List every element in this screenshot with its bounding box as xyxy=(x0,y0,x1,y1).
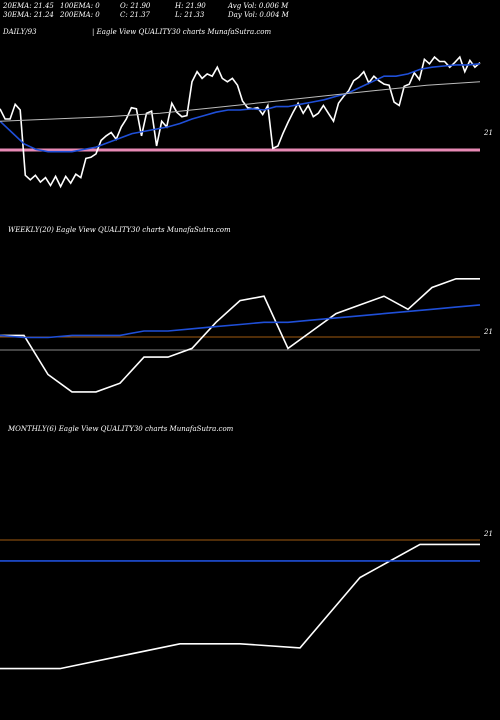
ema100-label: 100EMA: 0 xyxy=(60,2,100,10)
ema20-label: 20EMA: 21.45 xyxy=(3,2,54,10)
daily-level-label: 21 xyxy=(483,129,493,137)
weekly-price-line xyxy=(0,277,480,393)
daily-ema-gray-line xyxy=(0,81,481,122)
avgvol-label: Avg Vol: 0.006 M xyxy=(228,2,289,10)
weekly-ema-line xyxy=(0,304,481,339)
daily-price-line xyxy=(0,55,481,189)
low-label: L: 21.33 xyxy=(175,11,205,19)
daily-label: DAILY/93 xyxy=(3,28,37,36)
dayvol-label: Day Vol: 0.004 M xyxy=(228,11,289,19)
ema30-label: 30EMA: 21.24 xyxy=(3,11,54,19)
high-label: H: 21.90 xyxy=(175,2,206,10)
daily-chart: 21 xyxy=(0,55,493,189)
ema200-label: 200EMA: 0 xyxy=(60,11,100,19)
daily-ema-line xyxy=(0,63,481,153)
weekly-level-label: 21 xyxy=(483,328,493,336)
open-label: O: 21.90 xyxy=(120,2,151,10)
close-label: C: 21.37 xyxy=(120,11,150,19)
monthly-title: MONTHLY(6) Eagle View QUALITY30 charts M… xyxy=(8,425,234,433)
monthly-chart: 21 xyxy=(0,530,493,670)
monthly-price-line xyxy=(0,543,480,670)
daily-title: | Eagle View QUALITY30 charts MunafaSutr… xyxy=(92,28,272,36)
weekly-title: WEEKLY(20) Eagle View QUALITY30 charts M… xyxy=(8,226,231,234)
monthly-level-label: 21 xyxy=(483,530,493,538)
weekly-chart: 21 xyxy=(0,277,493,393)
